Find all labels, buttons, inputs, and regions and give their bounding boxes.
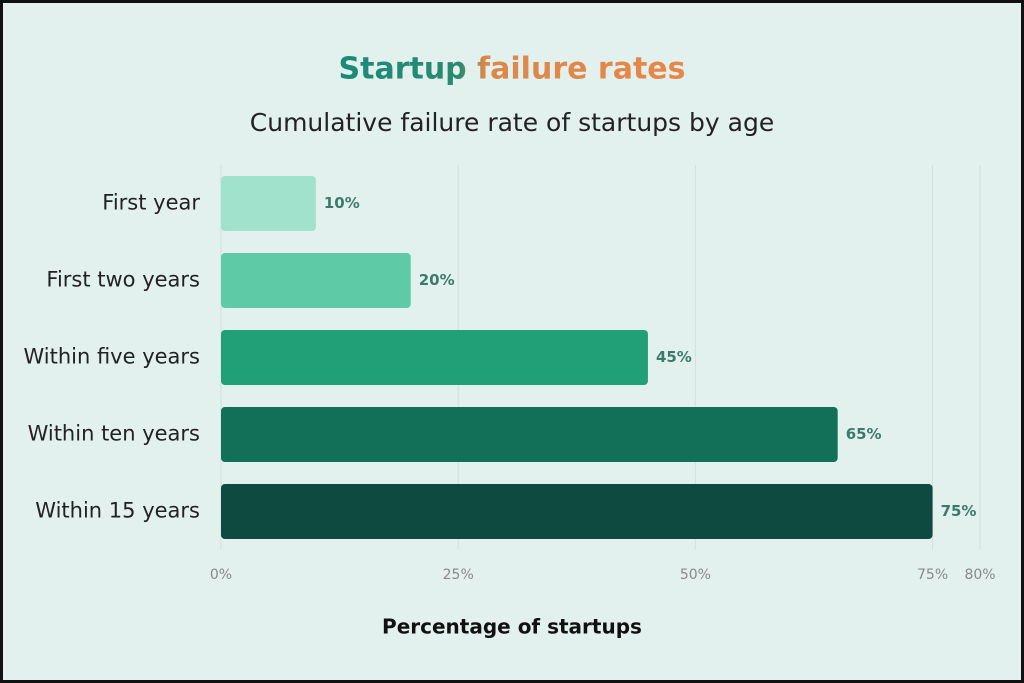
y-tick-label: Within five years bbox=[23, 345, 200, 369]
y-tick-label: First two years bbox=[46, 268, 200, 292]
chart-subtitle: Cumulative failure rate of startups by a… bbox=[250, 108, 774, 137]
y-tick-label: Within ten years bbox=[28, 422, 200, 446]
bar bbox=[221, 330, 648, 385]
x-tick-label: 75% bbox=[917, 567, 948, 583]
value-label: 65% bbox=[846, 425, 882, 443]
x-tick-label: 80% bbox=[964, 567, 995, 583]
y-tick-label: Within 15 years bbox=[35, 499, 200, 523]
value-label: 20% bbox=[419, 271, 455, 289]
x-tick-label: 50% bbox=[680, 567, 711, 583]
bar bbox=[221, 253, 411, 308]
bar bbox=[221, 484, 933, 539]
y-tick-label: First year bbox=[102, 191, 200, 215]
x-axis-label: Percentage of startups bbox=[382, 615, 642, 639]
x-tick-label: 0% bbox=[210, 567, 232, 583]
value-label: 75% bbox=[941, 502, 977, 520]
value-label: 10% bbox=[324, 194, 360, 212]
bar bbox=[221, 407, 838, 462]
bar bbox=[221, 176, 316, 231]
chart-title: Startup failure rates bbox=[339, 52, 686, 87]
value-label: 45% bbox=[656, 348, 692, 366]
x-tick-label: 25% bbox=[443, 567, 474, 583]
